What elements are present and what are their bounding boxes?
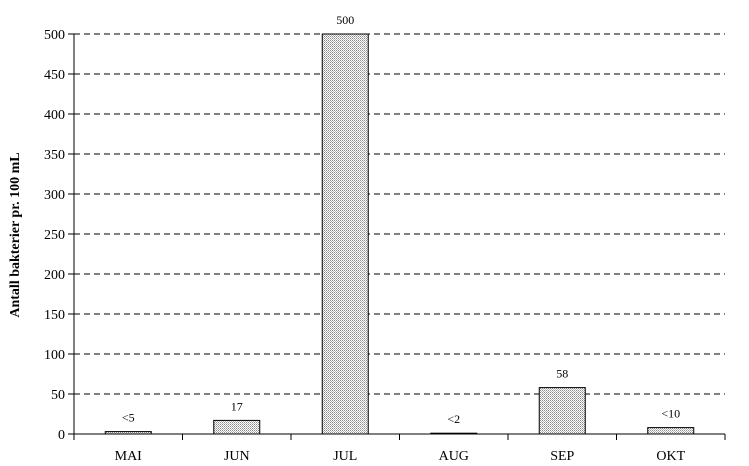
bar-sep xyxy=(538,387,586,435)
x-category-labels: MAI JUN JUL AUG SEP OKT xyxy=(115,449,686,464)
bar-jun xyxy=(213,419,261,435)
data-label-mai: <5 xyxy=(122,411,135,425)
x-label-jun: JUN xyxy=(224,449,250,464)
data-labels: <5 17 500 <2 58 <10 xyxy=(122,13,680,426)
y-tick-label-500: 500 xyxy=(44,28,65,43)
y-axis-label: Antall bakterier pr. 100 mL xyxy=(8,152,23,317)
y-tick-label-450: 450 xyxy=(44,68,65,83)
y-tick-label-300: 300 xyxy=(44,188,65,203)
y-tick-label-250: 250 xyxy=(44,228,65,243)
data-label-jun: 17 xyxy=(231,399,243,413)
y-tick-label-0: 0 xyxy=(58,428,65,443)
x-label-jul: JUL xyxy=(333,449,357,464)
x-label-okt: OKT xyxy=(656,449,685,464)
x-label-sep: SEP xyxy=(550,449,574,464)
data-label-okt: <10 xyxy=(661,407,680,421)
gridlines xyxy=(74,33,725,395)
y-tick-label-200: 200 xyxy=(44,268,65,283)
x-label-aug: AUG xyxy=(439,449,469,464)
bars xyxy=(104,33,695,435)
bar-okt xyxy=(647,427,695,435)
bar-jul xyxy=(321,33,369,435)
x-label-mai: MAI xyxy=(115,449,143,464)
y-tick-label-100: 100 xyxy=(44,348,65,363)
data-label-sep: 58 xyxy=(556,367,568,381)
y-tick-labels: 0 50 100 150 200 250 300 350 400 450 500 xyxy=(44,28,65,443)
data-label-aug: <2 xyxy=(447,412,460,426)
axes xyxy=(68,33,726,440)
y-tick-label-350: 350 xyxy=(44,148,65,163)
y-tick-label-400: 400 xyxy=(44,108,65,123)
data-label-jul: 500 xyxy=(336,13,354,27)
y-tick-label-150: 150 xyxy=(44,308,65,323)
y-tick-label-50: 50 xyxy=(51,388,65,403)
